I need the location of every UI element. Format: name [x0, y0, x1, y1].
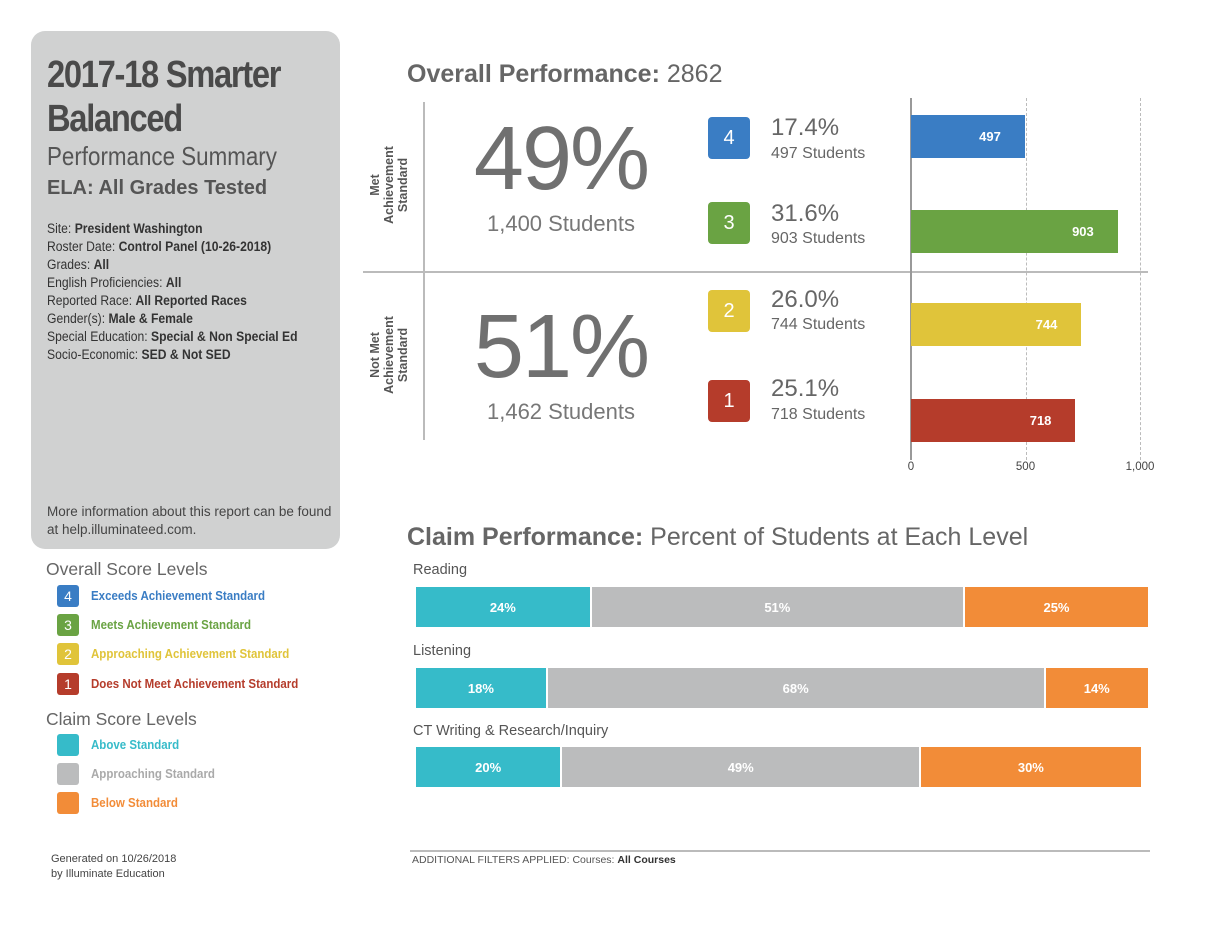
legend-level-3-badge: 3	[57, 614, 79, 636]
met-group-label: Met Achievement Standard	[368, 146, 410, 224]
claim-levels-legend-title: Claim Score Levels	[46, 709, 197, 729]
claim-reading-above: 24%	[416, 587, 592, 627]
level-3-badge: 3	[708, 202, 750, 244]
legend-above-standard-swatch	[57, 734, 79, 756]
meta-socio-economic: Socio-Economic: SED & Not SED	[47, 347, 231, 362]
meta-special-education: Special Education: Special & Non Special…	[47, 329, 298, 344]
help-info-text: More information about this report can b…	[47, 504, 332, 537]
legend-approaching-standard: Approaching Standard	[57, 763, 226, 785]
level-1-badge: 1	[708, 380, 750, 422]
summary-panel: 2017-18 Smarter Balanced Performance Sum…	[31, 31, 340, 549]
meta-gender: Gender(s): Male & Female	[47, 311, 193, 326]
level-2-badge: 2	[708, 290, 750, 332]
level-2-percent: 26.0%	[771, 286, 840, 313]
claim-writing-approaching: 49%	[562, 747, 922, 787]
bar-level-1: 718	[911, 399, 1076, 442]
level-4-percent: 17.4%	[771, 114, 840, 141]
legend-below-standard-swatch	[57, 792, 79, 814]
bar-level-4: 497	[911, 115, 1025, 158]
legend-approaching-standard-swatch	[57, 763, 79, 785]
legend-below-standard-label: Below Standard	[91, 796, 178, 810]
report-title: 2017-18 Smarter Balanced	[47, 53, 339, 141]
legend-approaching-standard-label: Approaching Standard	[91, 767, 215, 781]
met-percent: 49%	[473, 109, 650, 209]
legend-level-3: 3 Meets Achievement Standard	[57, 614, 265, 636]
claim-reading-approaching: 51%	[591, 587, 965, 627]
bar-level-2: 744	[911, 303, 1082, 346]
report-filters: Site: President Washington Roster Date: …	[47, 220, 335, 364]
legend-level-2-label: Approaching Achievement Standard	[91, 647, 290, 661]
level-1-percent: 25.1%	[771, 375, 840, 402]
legend-above-standard: Above Standard	[57, 734, 187, 756]
level-4-students: 497 Students	[771, 145, 866, 162]
chart-axis-line	[910, 98, 912, 460]
report-subtitle: Performance Summary	[47, 141, 277, 171]
legend-above-standard-label: Above Standard	[91, 738, 180, 752]
report-title-line2: Balanced	[47, 98, 183, 140]
claim-reading-below: 25%	[964, 587, 1148, 627]
axis-tick-0: 0	[907, 461, 915, 473]
generated-date: Generated on 10/26/2018	[51, 853, 177, 865]
level-1-students: 718 Students	[771, 406, 866, 423]
legend-level-1-label: Does Not Meet Achievement Standard	[91, 677, 299, 691]
level-3-students: 903 Students	[771, 230, 866, 247]
legend-level-4-label: Exceeds Achievement Standard	[91, 589, 266, 603]
level-4-badge: 4	[708, 117, 750, 159]
claim-listening-above: 18%	[416, 668, 548, 708]
claim-performance-title: Claim Performance: Percent of Students a…	[407, 523, 1029, 551]
claim-listening-label: Listening	[413, 643, 472, 659]
generated-by: by Illuminate Education	[51, 868, 165, 880]
not-met-group-label: Not Met Achievement Standard	[368, 316, 410, 394]
overall-performance-title: Overall Performance: 2862	[407, 60, 723, 88]
overall-total-count: 2862	[666, 60, 723, 88]
gridline-1000	[1140, 98, 1141, 460]
axis-tick-1000: 1,000	[1125, 461, 1155, 473]
not-met-student-count: 1,462 Students	[486, 399, 635, 424]
report-title-line1: 2017-18 Smarter	[47, 54, 281, 96]
claim-reading-bar: 24% 51% 25%	[416, 587, 1148, 627]
gridline-500	[1025, 98, 1027, 460]
claim-writing-below: 30%	[921, 747, 1141, 787]
meta-roster-date: Roster Date: Control Panel (10-26-2018)	[47, 239, 272, 254]
legend-level-2: 2 Approaching Achievement Standard	[57, 643, 307, 665]
claim-reading-label: Reading	[413, 562, 468, 578]
overall-levels-legend-title: Overall Score Levels	[46, 559, 208, 579]
legend-below-standard: Below Standard	[57, 792, 185, 814]
level-2-students: 744 Students	[771, 316, 866, 333]
claim-writing-bar: 20% 49% 30%	[416, 747, 1148, 787]
level-3-percent: 31.6%	[771, 200, 840, 227]
claim-writing-label: CT Writing & Research/Inquiry	[413, 723, 609, 739]
legend-level-4: 4 Exceeds Achievement Standard	[57, 585, 280, 607]
bar-level-3: 903	[911, 210, 1118, 253]
claim-writing-above: 20%	[416, 747, 563, 787]
claim-listening-approaching: 68%	[547, 668, 1046, 708]
generated-note: Generated on 10/26/2018 by Illuminate Ed…	[51, 852, 176, 882]
legend-level-3-label: Meets Achievement Standard	[91, 618, 251, 632]
meta-site: Site: President Washington	[47, 221, 203, 236]
claim-listening-bar: 18% 68% 14%	[416, 668, 1148, 708]
meta-english-proficiencies: English Proficiencies: All	[47, 275, 182, 290]
meta-grades: Grades: All	[47, 257, 110, 272]
filters-divider	[410, 850, 1150, 852]
group-divider-horizontal	[363, 271, 1148, 273]
not-met-percent: 51%	[473, 297, 650, 397]
met-student-count: 1,400 Students	[486, 211, 635, 236]
legend-level-2-badge: 2	[57, 643, 79, 665]
legend-level-1-badge: 1	[57, 673, 79, 695]
claim-listening-below: 14%	[1045, 668, 1148, 708]
additional-filters: ADDITIONAL FILTERS APPLIED: Courses: All…	[412, 854, 676, 866]
meta-reported-race: Reported Race: All Reported Races	[47, 293, 247, 308]
axis-tick-500: 500	[1015, 461, 1036, 473]
report-subject: ELA: All Grades Tested	[47, 177, 268, 199]
legend-level-4-badge: 4	[57, 585, 79, 607]
legend-level-1: 1 Does Not Meet Achievement Standard	[57, 673, 316, 695]
